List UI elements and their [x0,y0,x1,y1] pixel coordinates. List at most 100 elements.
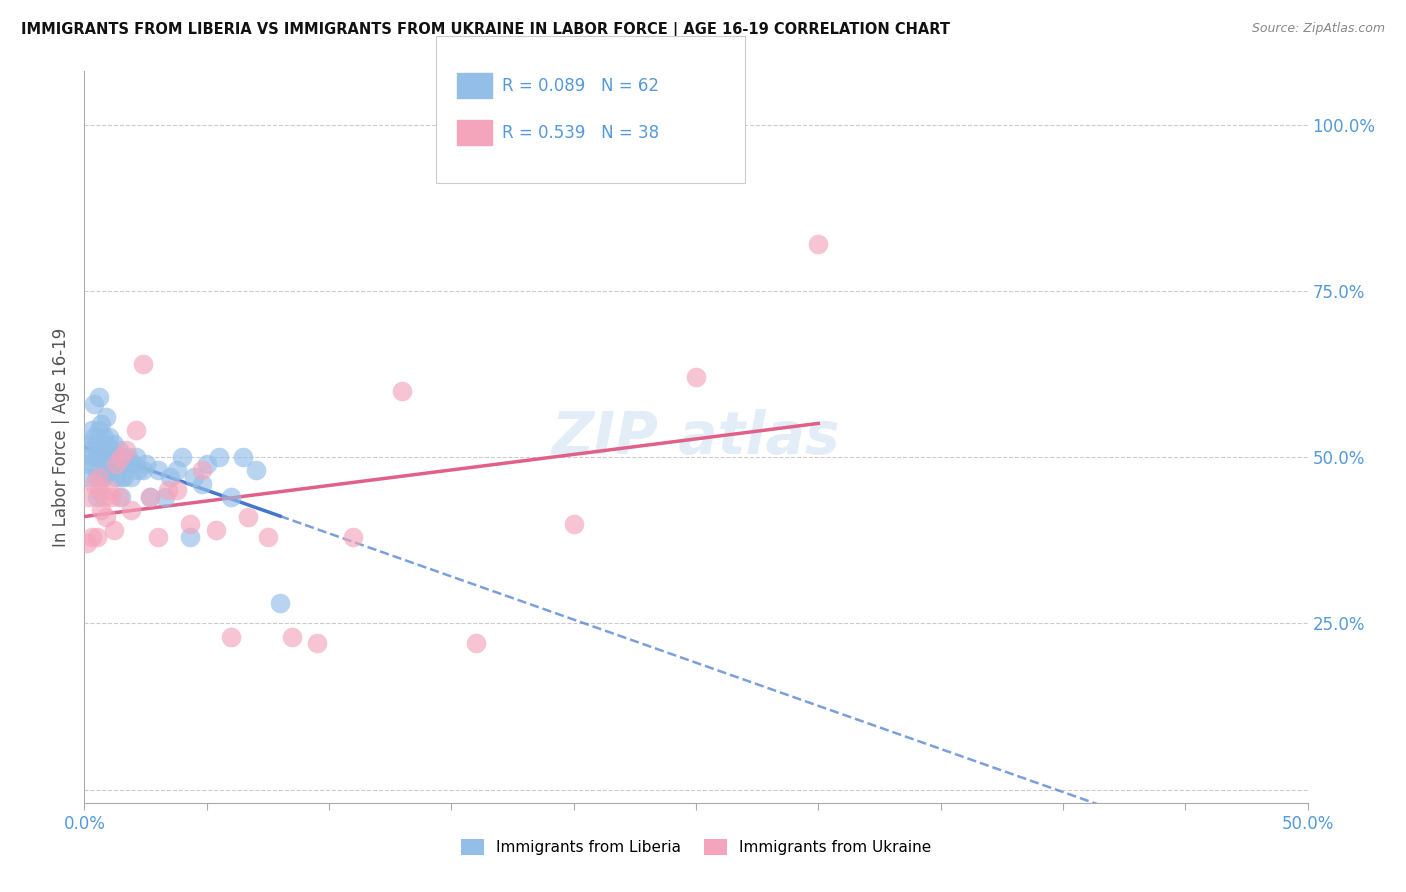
Point [172,450,194,464]
Point [100,443,122,458]
Point [110,470,132,484]
Point [83,476,105,491]
Point [90,443,112,458]
Point [125,450,148,464]
Point [135,457,157,471]
Point [76,470,98,484]
Point [90,470,112,484]
Point [80,436,103,450]
Point [93,470,115,484]
Y-axis label: In Labor Force | Age 16-19: In Labor Force | Age 16-19 [52,327,70,547]
Point [77,490,100,504]
Text: IMMIGRANTS FROM LIBERIA VS IMMIGRANTS FROM UKRAINE IN LABOR FORCE | AGE 16-19 CO: IMMIGRANTS FROM LIBERIA VS IMMIGRANTS FR… [21,22,950,38]
Point [97,463,120,477]
Point [183,470,205,484]
Point [107,457,129,471]
Point [96,436,118,450]
Point [146,530,169,544]
Point [179,516,201,531]
Point [159,470,181,484]
Text: ZIP atlas: ZIP atlas [551,409,841,466]
Point [115,443,138,458]
Point [391,384,413,398]
Point [132,357,155,371]
Point [97,483,120,498]
Point [96,410,118,425]
Point [103,457,125,471]
Point [191,463,214,477]
Point [107,490,129,504]
Point [87,424,110,438]
Point [93,490,115,504]
Point [122,457,145,471]
Point [87,470,110,484]
Point [562,516,585,531]
Point [139,490,162,504]
Point [139,490,162,504]
Text: R = 0.539   N = 38: R = 0.539 N = 38 [502,124,659,142]
Point [685,370,707,384]
Text: R = 0.089   N = 62: R = 0.089 N = 62 [502,77,659,95]
Point [245,463,267,477]
Point [110,490,132,504]
Point [464,636,486,650]
Legend: Immigrants from Liberia, Immigrants from Ukraine: Immigrants from Liberia, Immigrants from… [454,833,938,861]
Point [120,503,142,517]
Point [103,523,125,537]
Point [156,483,179,498]
Point [96,457,118,471]
Text: Source: ZipAtlas.com: Source: ZipAtlas.com [1251,22,1385,36]
Point [86,530,108,544]
Point [86,436,108,450]
Point [97,430,120,444]
Point [112,470,135,484]
Point [132,463,155,477]
Point [87,483,110,498]
Point [342,530,364,544]
Point [80,424,103,438]
Point [80,530,103,544]
Point [127,463,149,477]
Point [117,450,139,464]
Point [205,523,228,537]
Point [105,457,128,471]
Point [86,470,108,484]
Point [100,490,122,504]
Point [191,476,214,491]
Point [83,457,105,471]
Point [96,509,118,524]
Point [179,530,201,544]
Point [105,470,128,484]
Point [87,390,110,404]
Point [305,636,328,650]
Point [107,443,129,458]
Point [86,450,108,464]
Point [86,490,108,504]
Point [281,630,304,644]
Point [219,490,242,504]
Point [115,457,138,471]
Point [125,424,148,438]
Point [83,430,105,444]
Point [238,509,260,524]
Point [77,457,100,471]
Point [90,417,112,431]
Point [219,630,242,644]
Point [100,463,122,477]
Point [76,536,98,550]
Point [153,490,176,504]
Point [97,443,120,458]
Point [110,450,132,464]
Point [120,470,142,484]
Point [103,436,125,450]
Point [93,450,115,464]
Point [105,450,128,464]
Point [80,450,103,464]
Point [166,463,188,477]
Point [208,450,231,464]
Point [77,443,100,458]
Point [87,450,110,464]
Point [195,457,218,471]
Point [232,450,254,464]
Point [83,397,105,411]
